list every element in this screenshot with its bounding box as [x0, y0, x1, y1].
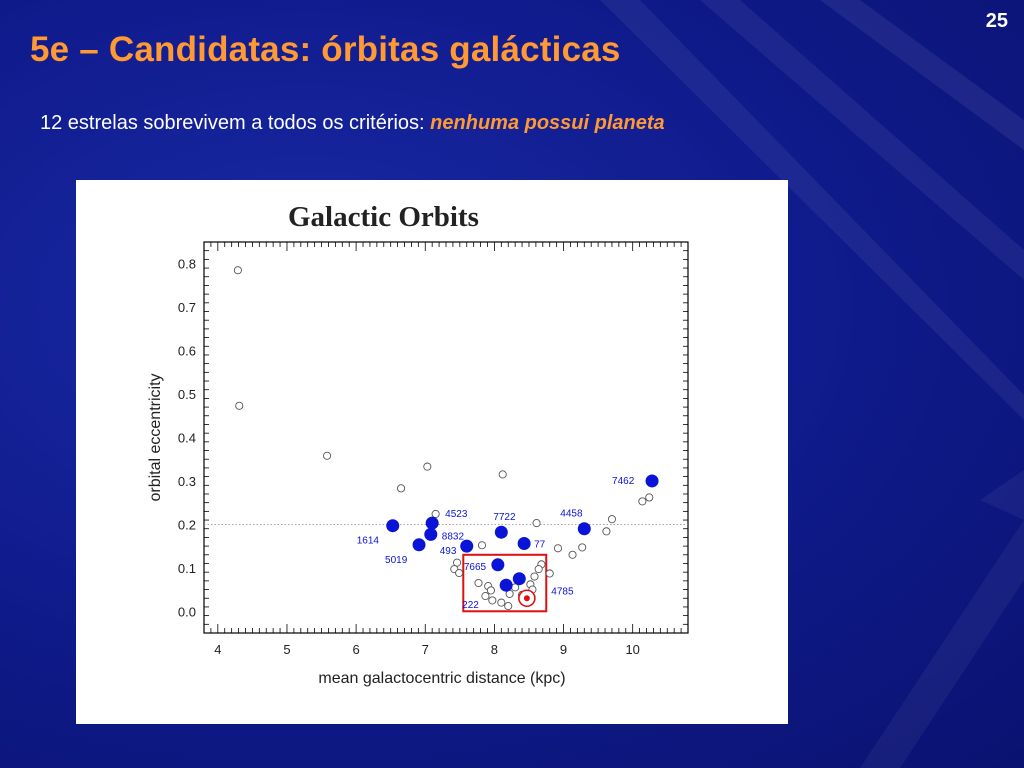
- candidate-star-label: 222: [462, 600, 479, 611]
- other-star-point: [477, 541, 487, 550]
- highlight-box: [462, 553, 548, 613]
- chart-panel: Galactic Orbits 4 5 6 7 8 9 10 0.0 0.1 0.2 0.3 0.4 0.…: [76, 180, 788, 724]
- other-star-point: [504, 602, 513, 611]
- x-tick-label: 6: [352, 642, 359, 657]
- slide-number: 25: [985, 10, 1008, 32]
- y-tick-label: 0.0: [178, 604, 196, 619]
- other-star-point: [607, 515, 616, 524]
- other-star-point: [530, 572, 539, 581]
- other-star-point: [397, 484, 406, 493]
- candidate-star-label: 7722: [493, 512, 516, 523]
- other-star-point: [431, 509, 440, 519]
- other-star-point: [481, 592, 490, 601]
- candidate-star-point: [577, 522, 591, 536]
- candidate-star-point: [386, 519, 400, 533]
- other-star-point: [233, 266, 242, 275]
- other-star-point: [534, 565, 543, 574]
- candidate-star-label: 4523: [445, 509, 468, 520]
- candidate-star-point: [424, 527, 438, 541]
- other-star-point: [323, 451, 332, 460]
- plot-frame: [203, 241, 689, 634]
- y-tick-label: 0.5: [178, 387, 196, 402]
- candidate-star-point: [645, 474, 659, 488]
- other-star-point: [602, 527, 611, 536]
- candidate-star-label: 1614: [357, 536, 380, 547]
- other-star-point: [568, 550, 577, 559]
- y-axis-label: orbital eccentricity: [147, 373, 164, 501]
- y-tick-label: 0.7: [178, 300, 196, 315]
- other-star-point: [235, 401, 244, 410]
- other-star-point: [423, 462, 432, 471]
- y-tick-label: 0.8: [178, 257, 196, 272]
- other-star-point: [486, 586, 495, 595]
- candidate-star-label: 8832: [442, 531, 465, 542]
- candidate-star-point: [425, 516, 439, 530]
- chart-title: Galactic Orbits: [288, 201, 479, 233]
- x-tick-label: 5: [283, 642, 290, 657]
- candidate-star-label: 77: [534, 540, 546, 551]
- subtitle-emphasis: nenhuma possui planeta: [430, 112, 665, 134]
- other-star-point: [545, 569, 554, 578]
- candidate-star-label: 4785: [551, 587, 574, 598]
- candidate-star-point: [512, 572, 526, 586]
- other-star-point: [578, 543, 587, 552]
- other-star-point: [638, 497, 647, 506]
- other-star-point: [645, 493, 654, 502]
- candidate-star-point: [412, 538, 426, 552]
- other-star-point: [455, 568, 464, 578]
- slide-subtitle: 12 estrelas sobrevivem a todos os critér…: [40, 112, 665, 135]
- x-tick-label: 8: [491, 642, 498, 657]
- candidate-star-point: [491, 558, 505, 572]
- y-tick-label: 0.1: [178, 561, 196, 576]
- y-tick-label: 0.2: [178, 517, 196, 532]
- candidate-star-label: 7462: [612, 476, 635, 487]
- other-star-point: [474, 578, 483, 588]
- y-tick-label: 0.3: [178, 474, 196, 489]
- y-tick-label: 0.4: [178, 431, 196, 446]
- other-star-point: [488, 596, 497, 605]
- candidate-star-point: [517, 537, 531, 551]
- sun-symbol-dot: [523, 595, 530, 602]
- candidate-star-label: 4458: [560, 509, 583, 520]
- subtitle-text: 12 estrelas sobrevivem a todos os critér…: [40, 112, 431, 134]
- other-star-point: [497, 598, 506, 607]
- x-tick-label: 7: [422, 642, 429, 657]
- galactic-orbits-chart: Galactic Orbits 4 5 6 7 8 9 10 0.0 0.1 0.2 0.3 0.4 0.…: [147, 201, 689, 687]
- x-axis-label: mean galactocentric distance (kpc): [318, 670, 565, 687]
- candidate-star-label: 7665: [464, 562, 487, 573]
- x-tick-label: 10: [625, 642, 639, 657]
- candidate-star-point: [460, 539, 474, 553]
- slide-title: 5e – Candidatas: órbitas galácticas: [30, 30, 621, 69]
- candidate-star-label: 5019: [385, 555, 408, 566]
- x-tick-label: 4: [214, 642, 221, 657]
- y-tick-label: 0.6: [178, 344, 196, 359]
- candidate-star-label: 493: [440, 546, 457, 557]
- other-star-point: [553, 544, 563, 553]
- candidate-star-point: [494, 525, 508, 539]
- x-tick-label: 9: [560, 642, 567, 657]
- other-star-point: [498, 470, 507, 479]
- candidate-star-point: [499, 578, 513, 592]
- other-star-point: [532, 519, 541, 528]
